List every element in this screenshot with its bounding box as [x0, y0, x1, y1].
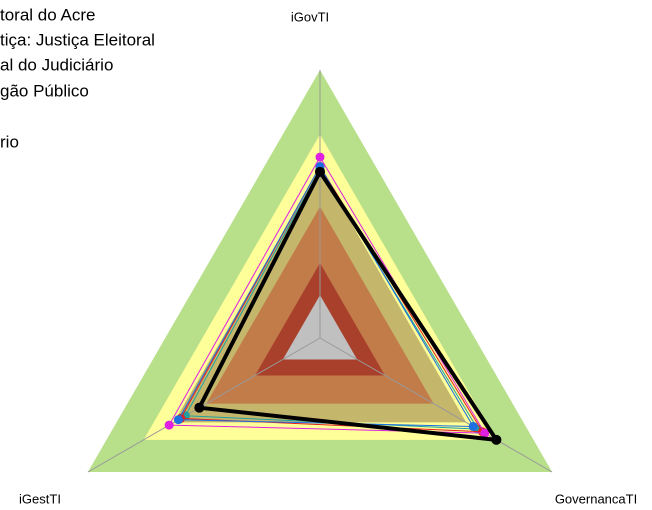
series-marker — [164, 420, 174, 430]
legend-label: rio — [0, 132, 19, 151]
series-marker — [315, 152, 325, 162]
series-line — [180, 165, 483, 433]
series-marker — [468, 421, 478, 431]
legend-label: al do Judiciário — [0, 55, 113, 74]
series-marker — [315, 166, 325, 177]
axis-label: iGovTI — [291, 9, 329, 24]
legend-label: toral do Acre — [0, 5, 95, 24]
legend-label: gão Público — [0, 81, 89, 100]
series-marker — [194, 402, 205, 413]
series-marker — [173, 415, 183, 425]
axis-line — [319, 337, 553, 473]
axis-line — [87, 337, 321, 473]
series-marker — [491, 434, 502, 445]
series-line — [197, 169, 499, 442]
legend-label: tiça: Justiça Eleitoral — [0, 30, 155, 49]
series-marker — [480, 428, 490, 438]
axis-label: iGestTI — [19, 491, 61, 506]
axis-label: GovernancaTI — [555, 491, 637, 506]
